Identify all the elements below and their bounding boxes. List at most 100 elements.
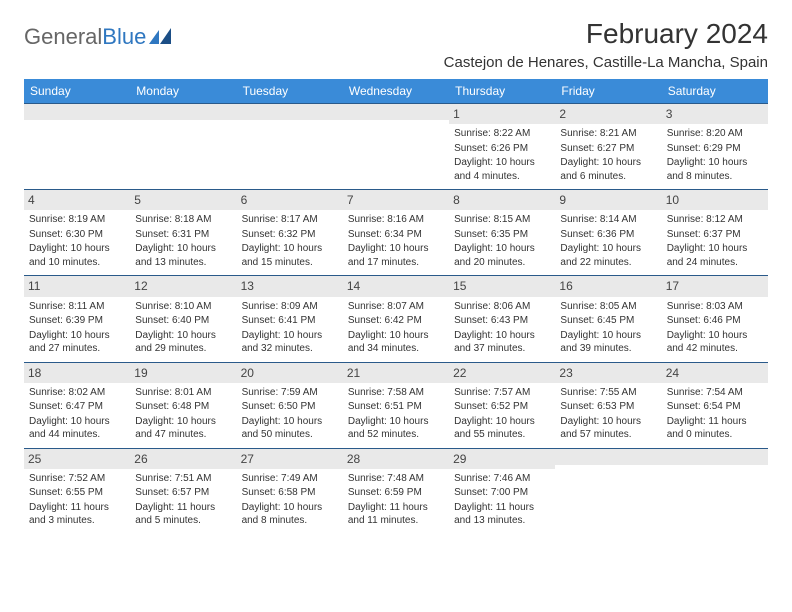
calendar-day-cell: 21 Sunrise: 7:58 AMSunset: 6:51 PMDayligh…: [343, 362, 449, 448]
page-header: GeneralBlue February 2024 Castejon de He…: [24, 18, 768, 71]
day-info: Sunrise: 8:09 AMSunset: 6:41 PMDaylight:…: [242, 300, 338, 356]
calendar-table: Sunday Monday Tuesday Wednesday Thursday…: [24, 79, 768, 534]
calendar-day-cell: 5Sunrise: 8:18 AMSunset: 6:31 PMDaylight…: [130, 190, 236, 276]
day-header: Thursday: [449, 79, 555, 104]
daylight-text: Daylight: 11 hours and 3 minutes.: [29, 501, 125, 528]
day-number: 21: [343, 363, 449, 383]
day-header: Wednesday: [343, 79, 449, 104]
daylight-text: Daylight: 10 hours and 44 minutes.: [29, 415, 125, 442]
daylight-text: Daylight: 10 hours and 29 minutes.: [135, 329, 231, 356]
daylight-text: Daylight: 11 hours and 0 minutes.: [667, 415, 763, 442]
sunrise-text: Sunrise: 8:12 AM: [667, 213, 763, 227]
day-info: Sunrise: 8:03 AMSunset: 6:46 PMDaylight:…: [667, 300, 763, 356]
day-number: 22: [449, 363, 555, 383]
sunrise-text: Sunrise: 8:03 AM: [667, 300, 763, 314]
sunset-text: Sunset: 6:50 PM: [242, 400, 338, 414]
sunrise-text: Sunrise: 8:02 AM: [29, 386, 125, 400]
day-info: Sunrise: 7:51 AMSunset: 6:57 PMDaylight:…: [135, 472, 231, 528]
day-number: 26: [130, 449, 236, 469]
calendar-day-cell: 8Sunrise: 8:15 AMSunset: 6:35 PMDaylight…: [449, 190, 555, 276]
day-number: 7: [343, 190, 449, 210]
day-number: 8: [449, 190, 555, 210]
daylight-text: Daylight: 10 hours and 13 minutes.: [135, 242, 231, 269]
calendar-day-cell: 4Sunrise: 8:19 AMSunset: 6:30 PMDaylight…: [24, 190, 130, 276]
daylight-text: Daylight: 10 hours and 37 minutes.: [454, 329, 550, 356]
daylight-text: Daylight: 10 hours and 15 minutes.: [242, 242, 338, 269]
sunset-text: Sunset: 6:29 PM: [667, 142, 763, 156]
day-info: Sunrise: 8:22 AMSunset: 6:26 PMDaylight:…: [454, 127, 550, 183]
day-number: 27: [237, 449, 343, 469]
day-number: 19: [130, 363, 236, 383]
day-number: 5: [130, 190, 236, 210]
sunset-text: Sunset: 6:42 PM: [348, 314, 444, 328]
day-number: 4: [24, 190, 130, 210]
sunrise-text: Sunrise: 7:55 AM: [560, 386, 656, 400]
day-header: Sunday: [24, 79, 130, 104]
daylight-text: Daylight: 10 hours and 57 minutes.: [560, 415, 656, 442]
daylight-text: Daylight: 11 hours and 11 minutes.: [348, 501, 444, 528]
sunset-text: Sunset: 6:40 PM: [135, 314, 231, 328]
calendar-day-cell: 3 Sunrise: 8:20 AMSunset: 6:29 PMDaylight…: [662, 104, 768, 190]
calendar-day-cell: 28Sunrise: 7:48 AMSunset: 6:59 PMDayligh…: [343, 448, 449, 534]
sunset-text: Sunset: 6:34 PM: [348, 228, 444, 242]
day-number: [237, 104, 343, 120]
day-header: Friday: [555, 79, 661, 104]
daylight-text: Daylight: 11 hours and 13 minutes.: [454, 501, 550, 528]
sunset-text: Sunset: 6:32 PM: [242, 228, 338, 242]
sunset-text: Sunset: 6:59 PM: [348, 486, 444, 500]
day-info: Sunrise: 8:16 AMSunset: 6:34 PMDaylight:…: [348, 213, 444, 269]
sunrise-text: Sunrise: 8:16 AM: [348, 213, 444, 227]
daylight-text: Daylight: 10 hours and 6 minutes.: [560, 156, 656, 183]
day-info: Sunrise: 7:58 AMSunset: 6:51 PMDaylight:…: [348, 386, 444, 442]
calendar-day-cell: [130, 104, 236, 190]
daylight-text: Daylight: 10 hours and 22 minutes.: [560, 242, 656, 269]
day-number: 12: [130, 276, 236, 296]
sunset-text: Sunset: 6:58 PM: [242, 486, 338, 500]
day-number: 23: [555, 363, 661, 383]
calendar-week-row: 4Sunrise: 8:19 AMSunset: 6:30 PMDaylight…: [24, 190, 768, 276]
calendar-day-cell: [555, 448, 661, 534]
daylight-text: Daylight: 10 hours and 17 minutes.: [348, 242, 444, 269]
calendar-day-cell: [343, 104, 449, 190]
day-number: 1: [449, 104, 555, 124]
sunrise-text: Sunrise: 8:17 AM: [242, 213, 338, 227]
calendar-day-cell: 26 Sunrise: 7:51 AMSunset: 6:57 PMDayligh…: [130, 448, 236, 534]
day-number: 17: [662, 276, 768, 296]
day-number: [662, 449, 768, 465]
day-info: Sunrise: 8:17 AMSunset: 6:32 PMDaylight:…: [242, 213, 338, 269]
sunset-text: Sunset: 6:41 PM: [242, 314, 338, 328]
sunrise-text: Sunrise: 8:15 AM: [454, 213, 550, 227]
calendar-day-cell: 15Sunrise: 8:06 AMSunset: 6:43 PMDayligh…: [449, 276, 555, 362]
day-number: 20: [237, 363, 343, 383]
sunrise-text: Sunrise: 8:06 AM: [454, 300, 550, 314]
daylight-text: Daylight: 10 hours and 24 minutes.: [667, 242, 763, 269]
calendar-day-cell: 13Sunrise: 8:09 AMSunset: 6:41 PMDayligh…: [237, 276, 343, 362]
calendar-week-row: 11Sunrise: 8:11 AMSunset: 6:39 PMDayligh…: [24, 276, 768, 362]
sunrise-text: Sunrise: 8:14 AM: [560, 213, 656, 227]
sunrise-text: Sunrise: 8:20 AM: [667, 127, 763, 141]
day-number: 3: [662, 104, 768, 124]
day-info: Sunrise: 7:49 AMSunset: 6:58 PMDaylight:…: [242, 472, 338, 528]
sunset-text: Sunset: 6:45 PM: [560, 314, 656, 328]
sunset-text: Sunset: 6:54 PM: [667, 400, 763, 414]
day-info: Sunrise: 7:52 AMSunset: 6:55 PMDaylight:…: [29, 472, 125, 528]
daylight-text: Daylight: 10 hours and 8 minutes.: [242, 501, 338, 528]
sunrise-text: Sunrise: 8:09 AM: [242, 300, 338, 314]
calendar-day-cell: 23 Sunrise: 7:55 AMSunset: 6:53 PMDayligh…: [555, 362, 661, 448]
day-number: 29: [449, 449, 555, 469]
calendar-day-cell: 1 Sunrise: 8:22 AMSunset: 6:26 PMDaylight…: [449, 104, 555, 190]
daylight-text: Daylight: 10 hours and 8 minutes.: [667, 156, 763, 183]
logo-mark-icon: [149, 24, 171, 50]
sunset-text: Sunset: 6:53 PM: [560, 400, 656, 414]
day-number: [343, 104, 449, 120]
sunset-text: Sunset: 6:48 PM: [135, 400, 231, 414]
sunrise-text: Sunrise: 7:54 AM: [667, 386, 763, 400]
brand-logo: GeneralBlue: [24, 18, 171, 50]
sunset-text: Sunset: 6:52 PM: [454, 400, 550, 414]
sunrise-text: Sunrise: 8:19 AM: [29, 213, 125, 227]
day-number: 24: [662, 363, 768, 383]
calendar-day-cell: 16Sunrise: 8:05 AMSunset: 6:45 PMDayligh…: [555, 276, 661, 362]
calendar-day-cell: 17 Sunrise: 8:03 AMSunset: 6:46 PMDayligh…: [662, 276, 768, 362]
daylight-text: Daylight: 10 hours and 50 minutes.: [242, 415, 338, 442]
sunset-text: Sunset: 6:37 PM: [667, 228, 763, 242]
